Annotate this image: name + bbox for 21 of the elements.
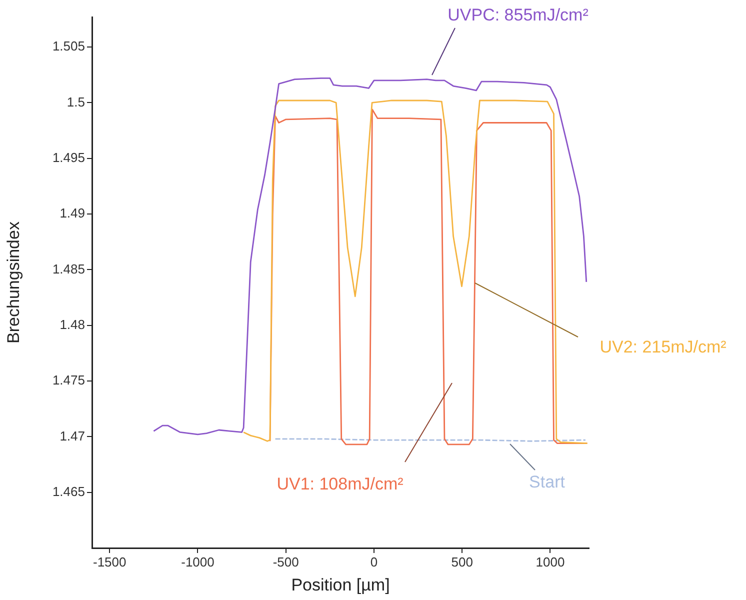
x-tick-label: -1500 — [93, 554, 126, 570]
y-axis-title: Brechungsindex — [4, 221, 23, 344]
y-tick-label: 1.495 — [52, 150, 85, 165]
x-tick-label: -1000 — [181, 554, 214, 570]
y-tick-label: 1.48 — [60, 316, 85, 332]
text: UV2: 215mJ/cm² — [600, 338, 727, 357]
y-tick-label: 1.49 — [60, 206, 85, 221]
y-tick-label: 1.505 — [52, 38, 85, 54]
text: UVPC: 855mJ/cm² — [448, 6, 589, 25]
series-label: Start — [529, 472, 566, 492]
y-tick-label: 1.47 — [60, 428, 85, 444]
y-tick-label: 1.475 — [52, 372, 85, 388]
x-axis-title: Position [µm] — [291, 575, 390, 594]
x-tick-label: -500 — [272, 554, 299, 570]
y-tick-label: 1.465 — [52, 484, 85, 499]
y-tick-label: 1.485 — [52, 261, 85, 276]
x-tick-label: 0 — [370, 554, 378, 570]
x-tick-label: 500 — [451, 554, 473, 570]
text: UV1: 108mJ/cm² — [276, 474, 404, 494]
y-tick-label: 1.5 — [66, 94, 85, 110]
x-tick-label: 1000 — [536, 554, 565, 570]
